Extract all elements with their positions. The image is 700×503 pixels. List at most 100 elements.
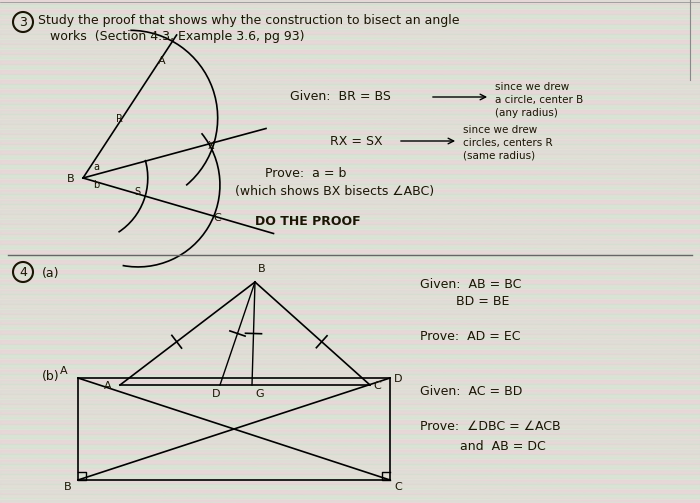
Polygon shape — [0, 394, 700, 413]
Text: a: a — [93, 162, 99, 172]
Polygon shape — [0, 461, 700, 481]
Polygon shape — [0, 3, 700, 22]
Polygon shape — [0, 47, 700, 67]
Polygon shape — [0, 16, 700, 36]
Polygon shape — [0, 313, 700, 332]
Polygon shape — [0, 178, 700, 198]
Text: (any radius): (any radius) — [495, 108, 558, 118]
Polygon shape — [0, 39, 700, 58]
Text: (b): (b) — [42, 370, 60, 383]
Polygon shape — [0, 470, 700, 490]
Polygon shape — [0, 349, 700, 369]
Polygon shape — [0, 502, 700, 503]
Polygon shape — [0, 444, 700, 463]
Polygon shape — [0, 380, 700, 400]
Text: DO THE PROOF: DO THE PROOF — [255, 215, 360, 228]
Polygon shape — [0, 354, 700, 373]
Polygon shape — [0, 187, 700, 207]
Polygon shape — [0, 223, 700, 242]
Polygon shape — [0, 412, 700, 432]
Text: G: G — [255, 389, 264, 399]
Polygon shape — [0, 43, 700, 62]
Polygon shape — [0, 363, 700, 382]
Text: Prove:  ∠DBC = ∠ACB: Prove: ∠DBC = ∠ACB — [420, 420, 561, 433]
Text: Study the proof that shows why the construction to bisect an angle: Study the proof that shows why the const… — [38, 14, 459, 27]
Text: C: C — [213, 213, 220, 223]
Text: and  AB = DC: and AB = DC — [420, 440, 546, 453]
Text: since we drew: since we drew — [495, 82, 569, 92]
Polygon shape — [0, 336, 700, 355]
Text: 4: 4 — [19, 266, 27, 279]
Polygon shape — [0, 124, 700, 143]
Polygon shape — [0, 317, 700, 337]
Text: a circle, center B: a circle, center B — [495, 95, 583, 105]
Polygon shape — [0, 30, 700, 49]
Polygon shape — [0, 331, 700, 351]
Polygon shape — [0, 0, 700, 9]
Text: S: S — [134, 187, 140, 197]
Polygon shape — [0, 70, 700, 90]
Polygon shape — [0, 128, 700, 148]
Polygon shape — [0, 340, 700, 360]
Polygon shape — [0, 245, 700, 265]
Text: Given:  BR = BS: Given: BR = BS — [290, 90, 391, 103]
Text: A: A — [60, 366, 68, 376]
Text: b: b — [93, 180, 99, 190]
Polygon shape — [0, 155, 700, 175]
Polygon shape — [0, 273, 700, 292]
Polygon shape — [0, 372, 700, 391]
Text: B: B — [67, 174, 75, 184]
Polygon shape — [0, 286, 700, 305]
Polygon shape — [0, 466, 700, 485]
Polygon shape — [0, 174, 700, 193]
Polygon shape — [0, 475, 700, 494]
Polygon shape — [0, 169, 700, 189]
Polygon shape — [0, 304, 700, 323]
Polygon shape — [0, 295, 700, 314]
Polygon shape — [0, 398, 700, 418]
Polygon shape — [0, 497, 700, 503]
Polygon shape — [0, 232, 700, 252]
Polygon shape — [0, 52, 700, 71]
Text: works  (Section 4.3, Example 3.6, pg 93): works (Section 4.3, Example 3.6, pg 93) — [50, 30, 304, 43]
Text: R: R — [116, 114, 123, 124]
Text: Prove:  a = b: Prove: a = b — [265, 167, 346, 180]
Polygon shape — [0, 367, 700, 386]
Polygon shape — [0, 308, 700, 328]
Text: C: C — [373, 381, 381, 391]
Polygon shape — [0, 88, 700, 108]
Text: RX = SX: RX = SX — [330, 135, 383, 148]
Text: circles, centers R: circles, centers R — [463, 138, 552, 148]
Polygon shape — [0, 106, 700, 126]
Text: B: B — [64, 482, 71, 492]
Polygon shape — [0, 0, 700, 18]
Polygon shape — [0, 120, 700, 139]
Polygon shape — [0, 164, 700, 184]
Polygon shape — [0, 389, 700, 409]
Polygon shape — [0, 196, 700, 215]
Polygon shape — [0, 227, 700, 247]
Text: D: D — [394, 374, 402, 384]
Text: A: A — [158, 56, 166, 66]
Polygon shape — [0, 151, 700, 171]
Polygon shape — [0, 493, 700, 503]
Polygon shape — [0, 34, 700, 53]
Polygon shape — [0, 416, 700, 436]
Polygon shape — [0, 448, 700, 467]
Polygon shape — [0, 0, 700, 13]
Polygon shape — [0, 291, 700, 310]
Text: B: B — [258, 264, 265, 274]
Polygon shape — [0, 241, 700, 261]
Polygon shape — [0, 142, 700, 161]
Polygon shape — [0, 93, 700, 112]
Polygon shape — [0, 7, 700, 27]
Polygon shape — [0, 83, 700, 103]
Text: Prove:  AD = EC: Prove: AD = EC — [420, 330, 521, 343]
Polygon shape — [0, 97, 700, 117]
Polygon shape — [0, 146, 700, 166]
Polygon shape — [0, 376, 700, 395]
Polygon shape — [0, 439, 700, 459]
Polygon shape — [0, 137, 700, 157]
Polygon shape — [0, 277, 700, 296]
Polygon shape — [0, 484, 700, 503]
